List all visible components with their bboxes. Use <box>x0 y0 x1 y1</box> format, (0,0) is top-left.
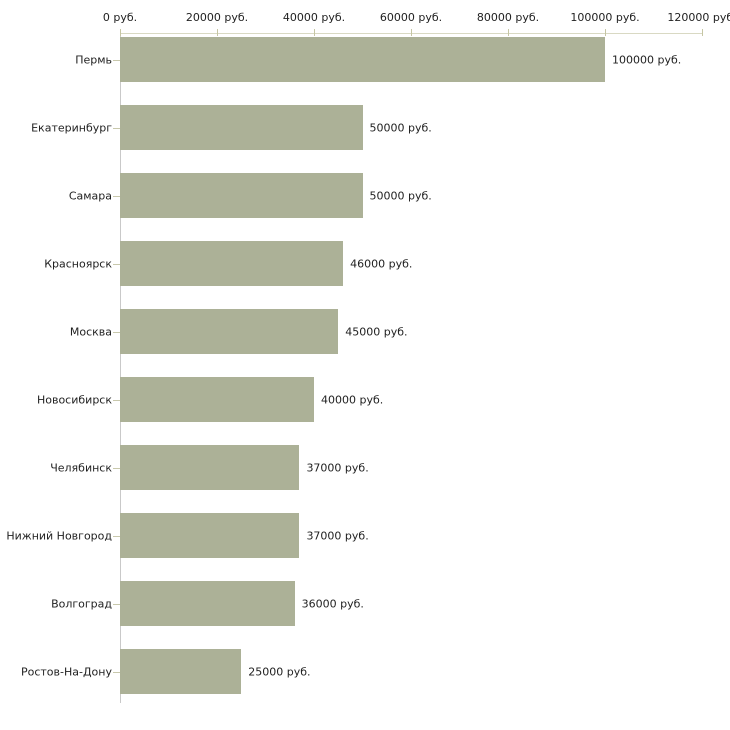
category-tick-mark <box>113 59 120 61</box>
value-label: 46000 руб. <box>350 257 413 270</box>
bar <box>120 581 295 626</box>
bar <box>120 105 363 150</box>
x-axis-tick-mark <box>605 29 606 36</box>
category-label: Москва <box>69 325 112 338</box>
bar <box>120 649 242 694</box>
y-axis-line <box>120 33 121 703</box>
category-tick-mark <box>113 399 120 401</box>
bar <box>120 445 300 490</box>
x-axis-tick-mark <box>702 29 703 36</box>
x-axis-tick-mark <box>508 29 509 36</box>
x-axis-tick-label: 40000 руб. <box>282 11 346 24</box>
category-label: Пермь <box>75 53 112 66</box>
bar <box>120 241 344 286</box>
category-tick-mark <box>113 331 120 333</box>
category-label: Челябинск <box>50 461 112 474</box>
category-label: Самара <box>68 189 112 202</box>
value-label: 50000 руб. <box>369 189 432 202</box>
value-label: 36000 руб. <box>301 597 364 610</box>
x-axis-tick-label: 120000 руб. <box>667 11 730 24</box>
value-label: 40000 руб. <box>321 393 384 406</box>
bar <box>120 37 605 82</box>
category-tick-mark <box>113 535 120 537</box>
value-label: 25000 руб. <box>248 665 311 678</box>
x-axis-tick-label: 60000 руб. <box>379 11 443 24</box>
category-label: Волгоград <box>51 597 112 610</box>
x-axis-tick-label: 80000 руб. <box>476 11 540 24</box>
x-axis-tick-mark <box>120 29 121 36</box>
x-axis-tick-mark <box>217 29 218 36</box>
category-tick-mark <box>113 467 120 469</box>
bar <box>120 309 339 354</box>
category-label: Новосибирск <box>36 393 112 406</box>
bar <box>120 377 314 422</box>
x-axis-tick-mark <box>411 29 412 36</box>
category-label: Ростов-На-Дону <box>20 665 112 678</box>
value-label: 37000 руб. <box>306 529 369 542</box>
category-label: Екатеринбург <box>31 121 112 134</box>
x-axis-tick-label: 100000 руб. <box>570 11 640 24</box>
x-axis-tick-mark <box>314 29 315 36</box>
bar <box>120 173 363 218</box>
category-tick-mark <box>113 671 120 673</box>
x-axis-tick-label: 0 руб. <box>102 11 138 24</box>
category-tick-mark <box>113 127 120 129</box>
category-label: Нижний Новгород <box>6 529 112 542</box>
bar <box>120 513 300 558</box>
category-label: Красноярск <box>44 257 112 270</box>
value-label: 45000 руб. <box>345 325 408 338</box>
x-axis-tick-label: 20000 руб. <box>185 11 249 24</box>
category-tick-mark <box>113 195 120 197</box>
value-label: 50000 руб. <box>369 121 432 134</box>
value-label: 37000 руб. <box>306 461 369 474</box>
value-label: 100000 руб. <box>612 53 682 66</box>
category-tick-mark <box>113 603 120 605</box>
category-tick-mark <box>113 263 120 265</box>
